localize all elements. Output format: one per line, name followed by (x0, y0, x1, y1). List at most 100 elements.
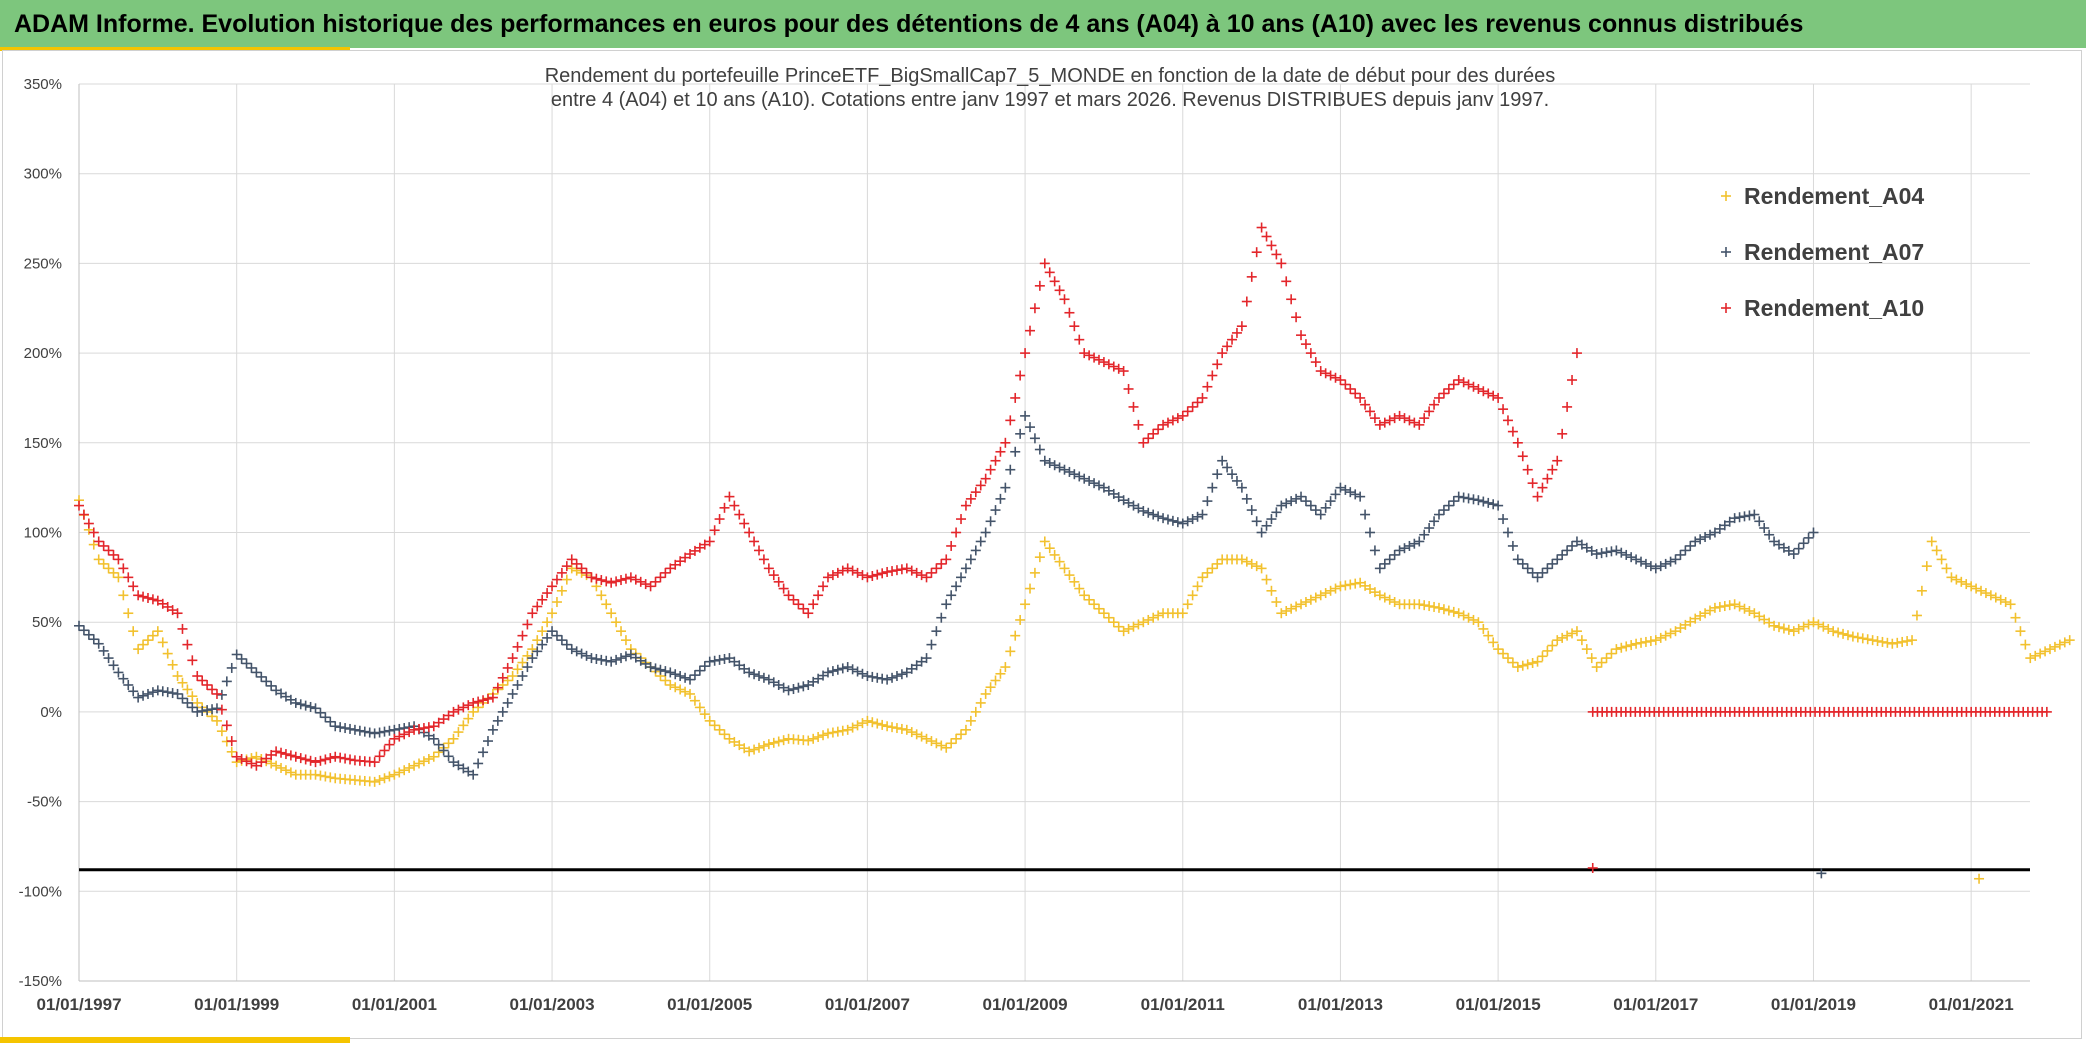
rendement-a04-point (1976, 585, 1987, 596)
rendement-a07-point (1695, 534, 1706, 545)
rendement-a10-point (556, 567, 567, 578)
rendement-a10-point (537, 594, 548, 605)
rendement-a07-point (1552, 554, 1563, 565)
rendement-a07-point (675, 671, 686, 682)
rendement-a04-point (2035, 648, 2046, 659)
rendement-a07-point (995, 493, 1006, 504)
rendement-a10-point (714, 514, 725, 525)
rendement-a04-point (1103, 612, 1114, 623)
rendement-a04-point (1197, 572, 1208, 583)
rendement-a04-point (1818, 621, 1829, 632)
rendement-a04-point (1990, 592, 2001, 603)
rendement-a07-point (1754, 516, 1765, 527)
rendement-a10-point (1128, 401, 1139, 412)
rendement-a10-point (1281, 276, 1292, 287)
rendement-a07-point (147, 687, 158, 698)
rendement-a07-point (1236, 482, 1247, 493)
rendement-a07-point (226, 662, 237, 673)
rendement-a10-point (1325, 370, 1336, 381)
rendement-a10-point (1433, 392, 1444, 403)
y-tick-label: 0% (40, 704, 62, 721)
rendement-a04-point (660, 675, 671, 686)
rendement-a04-point (887, 722, 898, 733)
rendement-a07-point (1478, 496, 1489, 507)
x-tick-label: 01/01/2019 (1771, 995, 1856, 1014)
rendement-a07-point (1074, 471, 1085, 482)
rendement-a07-point (216, 689, 227, 700)
rendement-a04-point (2040, 646, 2051, 657)
rendement-a07-point (537, 639, 548, 650)
rendement-a07-point (926, 639, 937, 650)
rendement-a04-point (123, 608, 134, 619)
rendement-a07-point (783, 685, 794, 696)
rendement-a10-point (1394, 410, 1405, 421)
rendement-a10-point (1148, 428, 1159, 439)
rendement-a10-point (374, 751, 385, 762)
rendement-a10-point (404, 727, 415, 738)
rendement-a04-point (2015, 626, 2026, 637)
rendement-a04-point (1621, 641, 1632, 652)
rendement-a07-point (980, 527, 991, 538)
rendement-a07-point (837, 663, 848, 674)
rendement-a10-point (1355, 392, 1366, 403)
rendement-a10-point (586, 572, 597, 583)
rendement-a10-point (522, 619, 533, 630)
rendement-a07-point (507, 688, 518, 699)
rendement-a07-point (1527, 567, 1538, 578)
rendement-a04-point (1389, 597, 1400, 608)
legend-label: Rendement_A04 (1744, 183, 1924, 209)
rendement-a10-point (1448, 379, 1459, 390)
rendement-a10-point (142, 592, 153, 603)
x-tick-label: 01/01/2017 (1613, 995, 1698, 1014)
rendement-a10-point (409, 724, 420, 735)
rendement-a07-point (1320, 502, 1331, 513)
rendement-a04-point (1005, 646, 1016, 657)
rendement-a10-point (1231, 327, 1242, 338)
rendement-a04-point (1478, 623, 1489, 634)
rendement-a10-point (1251, 247, 1262, 258)
rendement-a04-point (147, 630, 158, 641)
rendement-a10-point (216, 704, 227, 715)
rendement-a04-point (990, 675, 1001, 686)
rendement-a04-point (1892, 637, 1903, 648)
rendement-a10-point (1458, 377, 1469, 388)
rendement-a07-point (88, 634, 99, 645)
rendement-a10-point (1419, 413, 1430, 424)
rendement-a04-point (1724, 600, 1735, 611)
rendement-a10-point (877, 568, 888, 579)
rendement-a04-point (93, 554, 104, 565)
rendement-a07-point (1246, 505, 1257, 516)
rendement-a10-point (581, 567, 592, 578)
legend-item: Rendement_A10 (1721, 295, 1924, 321)
rendement-a10-point (93, 536, 104, 547)
rendement-a04-point (714, 724, 725, 735)
rendement-a07-point (1187, 514, 1198, 525)
rendement-a04-point (1956, 576, 1967, 587)
rendement-a04-point (1325, 585, 1336, 596)
x-tick-label: 01/01/2009 (983, 995, 1068, 1014)
rendement-a04-point (551, 597, 562, 608)
rendement-a10-point (941, 554, 952, 565)
rendement-a04-point (2005, 599, 2016, 610)
rendement-a04-point (665, 679, 676, 690)
rendement-a10-point (729, 500, 740, 511)
rendement-a07-point (152, 685, 163, 696)
rendement-a10-point (837, 565, 848, 576)
rendement-a04-point (1079, 590, 1090, 601)
rendement-a10-point (1192, 397, 1203, 408)
rendement-a04-point (1911, 610, 1922, 621)
rendement-a04-point (1350, 578, 1361, 589)
rendement-a07-point (1177, 518, 1188, 529)
rendement-a04-point (1902, 636, 1913, 647)
rendement-a10-point (478, 695, 489, 706)
rendement-a07-point (1645, 561, 1656, 572)
header-banner: ADAM Informe. Evolution historique des p… (0, 0, 2086, 48)
rendement-a04-point (1463, 612, 1474, 623)
rendement-a07-point (443, 751, 454, 762)
rendement-a10-point (1502, 415, 1513, 426)
rendement-a04-point (1089, 599, 1100, 610)
rendement-a10-point (83, 518, 94, 529)
rendement-a07-point (527, 653, 538, 664)
rendement-a04-point (325, 772, 336, 783)
rendement-a10-point (1305, 348, 1316, 359)
